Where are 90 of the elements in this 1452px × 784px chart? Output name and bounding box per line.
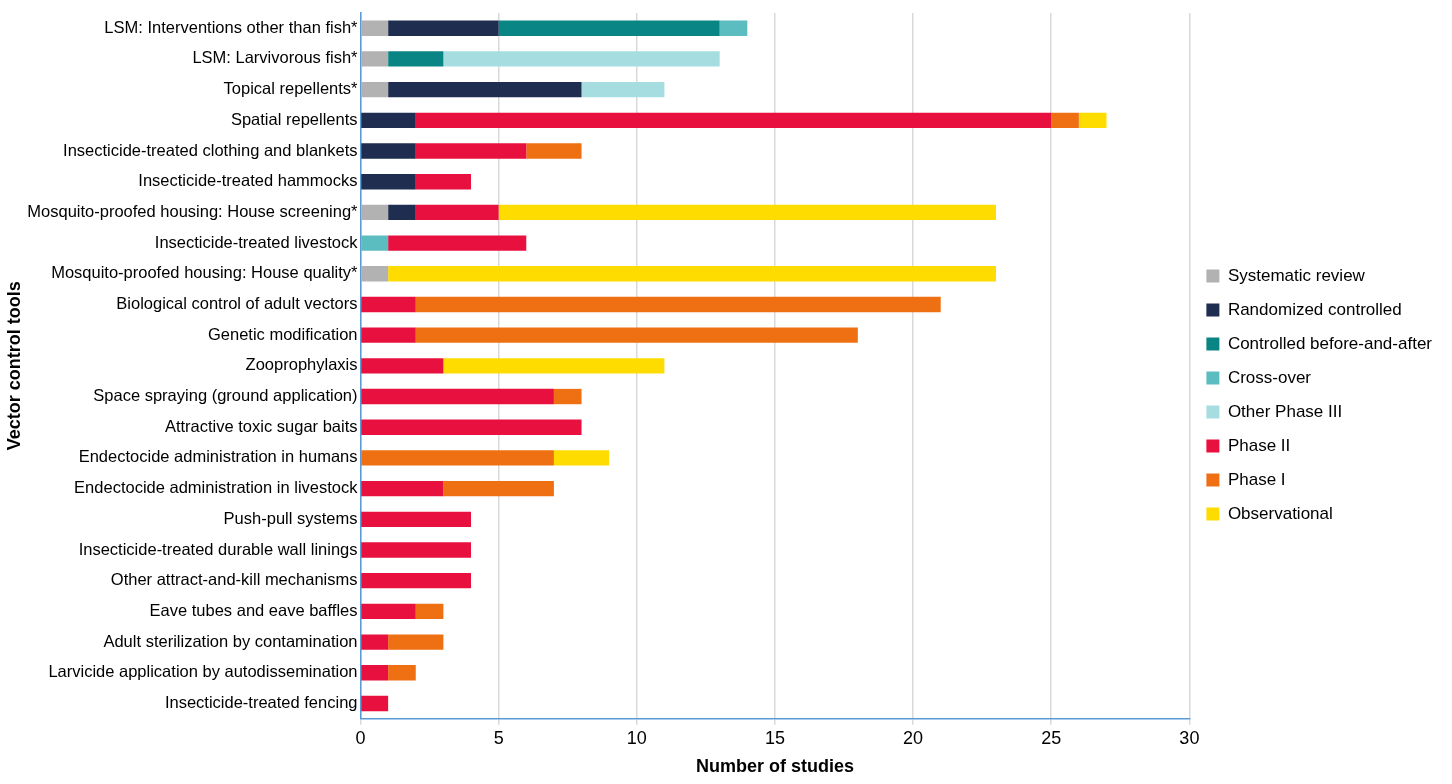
bar: [415, 174, 472, 190]
bar: [443, 51, 720, 67]
x-tick-label: 15: [764, 727, 785, 748]
bar: [443, 480, 554, 497]
bar: [361, 388, 554, 405]
x-tick-label: 5: [493, 727, 504, 748]
bar: [361, 511, 472, 527]
bar: [526, 143, 582, 159]
legend-label: Cross-over: [1227, 367, 1312, 387]
legend-label: Phase I: [1227, 469, 1286, 489]
bar: [719, 20, 748, 36]
bar: [361, 266, 389, 282]
bar: [361, 81, 389, 98]
bar: [415, 204, 499, 221]
x-tick-label: 20: [903, 727, 924, 748]
y-tick-label: Other attract-and-kill mechanisms: [110, 570, 358, 589]
legend-label: Randomized controlled: [1227, 299, 1402, 319]
bar: [498, 20, 720, 36]
y-tick-label: Biological control of adult vectors: [116, 294, 358, 313]
bar: [361, 204, 389, 221]
bar: [361, 112, 416, 128]
bar: [361, 634, 389, 650]
bar: [361, 603, 416, 620]
y-tick-label: Genetic modification: [208, 324, 358, 343]
bar: [581, 81, 665, 98]
x-tick-label: 10: [626, 727, 647, 748]
bar: [361, 20, 389, 36]
bar: [1051, 112, 1079, 128]
y-tick-label: Insecticide-treated livestock: [154, 232, 359, 251]
bar: [361, 695, 389, 712]
bar: [415, 327, 858, 343]
bar: [553, 388, 582, 405]
bar: [388, 235, 527, 251]
y-tick-label: Endectocide administration in humans: [78, 447, 358, 466]
bar: [388, 81, 582, 98]
y-tick-label: Space spraying (ground application): [93, 386, 358, 405]
bar: [361, 235, 389, 251]
y-tick-label: Insecticide-treated fencing: [164, 693, 358, 711]
y-tick-label: Insecticide-treated durable wall linings: [78, 539, 358, 558]
y-tick-label: Push-pull systems: [223, 508, 358, 527]
bar: [361, 327, 416, 343]
y-tick-label: LSM: Larvivorous fish*: [192, 48, 359, 67]
bar: [361, 143, 416, 159]
x-tick-label: 25: [1041, 727, 1062, 748]
bar: [361, 358, 444, 374]
legend-label: Other Phase III: [1227, 401, 1343, 421]
x-tick-label: 30: [1179, 727, 1200, 748]
bar: [388, 634, 444, 650]
y-tick-label: Zooprophylaxis: [245, 355, 358, 374]
y-axis-title: Vector control tools: [3, 281, 24, 451]
legend-label: Controlled before-and-after: [1227, 333, 1433, 353]
y-tick-label: Eave tubes and eave baffles: [149, 600, 358, 619]
bar: [415, 296, 941, 313]
legend-label: Observational: [1227, 503, 1333, 523]
bar: [361, 480, 444, 497]
bar: [443, 358, 665, 374]
bar: [415, 112, 1052, 128]
bar: [361, 51, 389, 67]
bar: [498, 204, 996, 221]
bar: [388, 51, 444, 67]
y-tick-label: Mosquito-proofed housing: House quality*: [51, 263, 359, 282]
y-tick-label: Larvicide application by autodissemination: [48, 662, 358, 681]
bar: [361, 419, 582, 435]
y-tick-label: Attractive toxic sugar baits: [164, 416, 358, 435]
y-tick-label: Mosquito-proofed housing: House screening*: [27, 201, 359, 220]
bar: [1078, 112, 1107, 128]
bar: [361, 174, 416, 190]
bar: [415, 603, 444, 620]
y-tick-label: Insecticide-treated hammocks: [138, 171, 358, 190]
bar: [388, 266, 996, 282]
legend-label: Systematic review: [1227, 265, 1366, 285]
bar: [388, 204, 416, 221]
bar: [388, 20, 499, 36]
bar: [361, 665, 389, 681]
legend-label: Phase II: [1227, 435, 1291, 455]
y-tick-label: Spatial repellents: [230, 109, 358, 128]
bar: [388, 665, 416, 681]
y-tick-label: Insecticide-treated clothing and blankets: [63, 140, 358, 159]
y-tick-label: LSM: Interventions other than fish*: [104, 17, 359, 36]
x-axis-title: Number of studies: [695, 756, 854, 777]
y-tick-label: Adult sterilization by contamination: [103, 631, 358, 650]
bar: [361, 450, 554, 466]
bar: [553, 450, 610, 466]
bar: [361, 573, 472, 589]
bar: [361, 296, 416, 313]
x-tick-label: 0: [355, 727, 366, 748]
bar: [361, 542, 472, 558]
y-tick-label: Endectocide administration in livestock: [74, 478, 359, 497]
bar: [415, 143, 527, 159]
y-tick-label: Topical repellents*: [223, 79, 359, 98]
